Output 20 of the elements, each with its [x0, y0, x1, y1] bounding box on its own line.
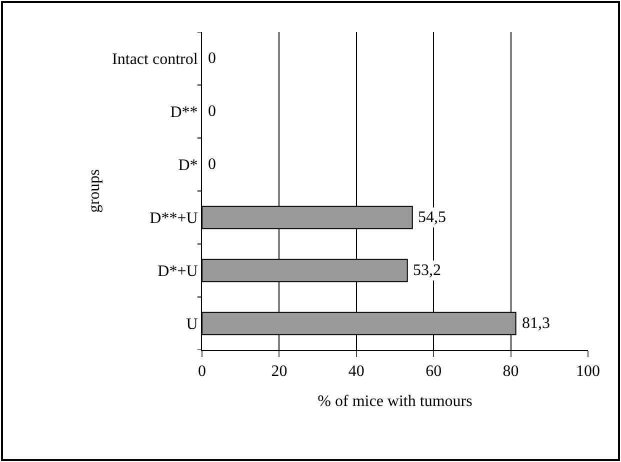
- y-tick-label: D*+U: [158, 263, 198, 280]
- y-axis-title: groups: [86, 169, 103, 213]
- y-tick-label: U: [186, 316, 198, 334]
- data-label: 0: [208, 156, 216, 173]
- data-label: 53,2: [413, 262, 441, 279]
- data-label: 0: [208, 50, 216, 67]
- x-axis-title: % of mice with tumours: [318, 392, 472, 410]
- x-tick-label: 60: [426, 363, 442, 380]
- x-tick-label: 40: [348, 363, 364, 380]
- x-tick-label: 100: [576, 363, 600, 380]
- data-label: 0: [208, 103, 216, 120]
- y-tick-label: D**+U: [150, 210, 198, 228]
- y-tick-label: D**: [170, 104, 198, 122]
- y-tick-label: Intact control: [112, 51, 198, 68]
- y-tick-label: D*: [178, 157, 198, 174]
- x-tick-label: 0: [198, 363, 206, 380]
- x-tick-label: 20: [271, 363, 288, 380]
- data-label: 54,5: [418, 209, 446, 226]
- x-tick-label: 80: [502, 363, 519, 380]
- data-label: 81,3: [522, 315, 550, 332]
